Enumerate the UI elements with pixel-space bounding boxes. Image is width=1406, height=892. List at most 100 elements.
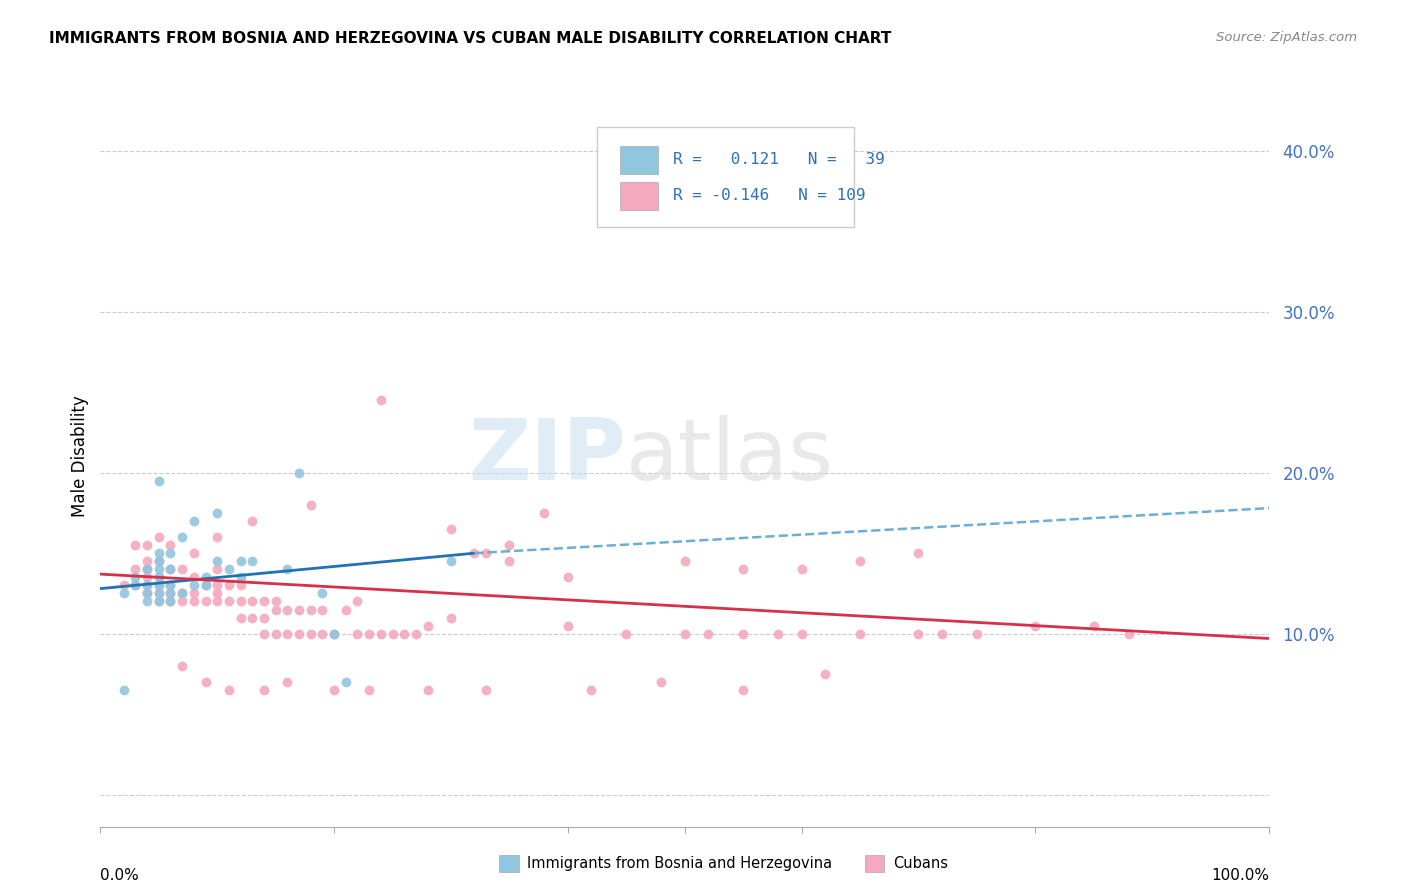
Point xyxy=(172,586,194,600)
Point xyxy=(276,675,298,690)
Point xyxy=(112,578,135,592)
Point xyxy=(733,683,755,698)
Point xyxy=(557,570,579,584)
Text: R =   0.121   N =   39: R = 0.121 N = 39 xyxy=(673,153,884,167)
Point xyxy=(264,626,287,640)
Point xyxy=(650,675,672,690)
Point xyxy=(229,610,252,624)
Point xyxy=(148,546,170,560)
Point xyxy=(183,586,205,600)
Point xyxy=(790,626,813,640)
Point xyxy=(849,626,872,640)
Point xyxy=(1118,626,1140,640)
Point xyxy=(172,594,194,608)
Point xyxy=(136,570,159,584)
Point xyxy=(159,538,181,552)
Point xyxy=(148,474,170,488)
Point xyxy=(148,554,170,568)
Point xyxy=(148,586,170,600)
Point xyxy=(253,610,276,624)
Point xyxy=(392,626,415,640)
Point xyxy=(335,675,357,690)
Point xyxy=(136,538,159,552)
Point xyxy=(311,626,333,640)
Point xyxy=(264,594,287,608)
Point xyxy=(159,578,181,592)
Point xyxy=(159,594,181,608)
Point xyxy=(299,626,322,640)
Point xyxy=(194,578,217,592)
Point xyxy=(148,578,170,592)
Point xyxy=(136,578,159,592)
Point xyxy=(229,554,252,568)
Point xyxy=(966,626,988,640)
Text: 100.0%: 100.0% xyxy=(1211,868,1270,882)
Point xyxy=(814,667,837,681)
Point xyxy=(194,578,217,592)
Point xyxy=(159,546,181,560)
Point xyxy=(288,626,311,640)
Point xyxy=(205,554,228,568)
Point xyxy=(370,393,392,408)
Point xyxy=(172,586,194,600)
Point xyxy=(148,586,170,600)
Point xyxy=(416,618,439,632)
Point xyxy=(218,683,240,698)
Point xyxy=(335,602,357,616)
Point xyxy=(172,562,194,576)
Point xyxy=(498,538,520,552)
Point xyxy=(766,626,789,640)
Point xyxy=(288,602,311,616)
Point xyxy=(124,570,146,584)
Point xyxy=(276,602,298,616)
Point xyxy=(440,554,463,568)
Point xyxy=(264,602,287,616)
Point xyxy=(253,594,276,608)
Point xyxy=(148,594,170,608)
Point xyxy=(240,610,263,624)
Point xyxy=(205,530,228,544)
Point xyxy=(148,562,170,576)
Text: Source: ZipAtlas.com: Source: ZipAtlas.com xyxy=(1216,31,1357,45)
Point xyxy=(112,586,135,600)
Point xyxy=(124,562,146,576)
Point xyxy=(183,570,205,584)
Point xyxy=(159,578,181,592)
Point xyxy=(346,594,368,608)
Point xyxy=(148,530,170,544)
Point xyxy=(136,586,159,600)
FancyBboxPatch shape xyxy=(620,182,658,210)
Point xyxy=(159,562,181,576)
Point xyxy=(416,683,439,698)
Point xyxy=(136,562,159,576)
Point xyxy=(440,610,463,624)
Point xyxy=(183,594,205,608)
Point xyxy=(346,626,368,640)
Point xyxy=(405,626,427,640)
Text: R = -0.146   N = 109: R = -0.146 N = 109 xyxy=(673,188,866,203)
FancyBboxPatch shape xyxy=(598,127,855,227)
Point xyxy=(253,626,276,640)
Point xyxy=(614,626,637,640)
Point xyxy=(148,594,170,608)
Point xyxy=(205,578,228,592)
Point xyxy=(673,626,696,640)
Point xyxy=(218,562,240,576)
Point xyxy=(475,546,498,560)
Point xyxy=(183,578,205,592)
Point xyxy=(276,626,298,640)
Point xyxy=(1024,618,1046,632)
Y-axis label: Male Disability: Male Disability xyxy=(72,396,89,517)
Point xyxy=(159,594,181,608)
Point xyxy=(370,626,392,640)
Point xyxy=(136,586,159,600)
Point xyxy=(148,570,170,584)
Point xyxy=(205,506,228,520)
Point xyxy=(359,683,381,698)
Point xyxy=(183,546,205,560)
Point xyxy=(136,594,159,608)
Point xyxy=(579,683,602,698)
Point xyxy=(148,554,170,568)
Point xyxy=(533,506,555,520)
Point xyxy=(311,586,333,600)
